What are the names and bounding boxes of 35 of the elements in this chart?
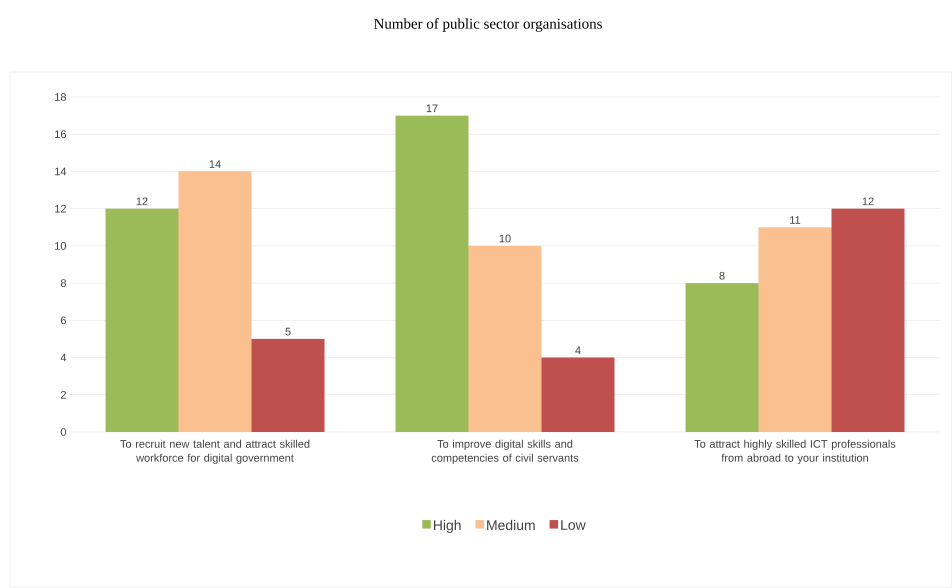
data-label: 12 [862, 197, 874, 206]
y-tick-label: 10 [55, 242, 66, 250]
y-tick-label: 6 [60, 316, 66, 324]
y-tick-label: 8 [60, 279, 66, 287]
y-tick-label: 12 [55, 204, 66, 212]
y-tick-label: 4 [60, 354, 66, 362]
y-tick-label: 14 [55, 168, 66, 176]
bar [178, 171, 252, 432]
chart-title: Number of public sector organisations [374, 18, 602, 32]
legend-label: High [434, 520, 461, 533]
bar [758, 227, 832, 432]
data-label: 12 [136, 197, 148, 206]
y-tick-label: 18 [55, 93, 66, 101]
bar [686, 283, 759, 432]
bar [468, 246, 542, 432]
y-tick-label: 2 [60, 390, 66, 399]
data-label: 17 [426, 104, 438, 112]
data-label: 10 [500, 234, 511, 242]
data-label: 8 [719, 272, 725, 280]
legend-label: Medium [487, 520, 535, 530]
bar [252, 338, 325, 432]
bar [396, 116, 469, 432]
y-tick-label: 0 [60, 428, 66, 436]
x-tick-label: To recruit new talent and attract skilled workforce for digital government [120, 440, 310, 464]
bar [832, 208, 905, 432]
data-label: 4 [575, 346, 581, 354]
x-tick-label: To attract highly skilled ICT professionals from abroad to your institution [694, 440, 896, 464]
data-label: 5 [285, 328, 291, 336]
x-tick-label: To improve digital skills and competencies of civil servants [432, 440, 578, 464]
data-label: 11 [790, 216, 800, 224]
bar [542, 358, 615, 432]
bar [106, 208, 179, 432]
y-tick-label: 16 [55, 130, 66, 138]
legend-label: Low [561, 520, 586, 530]
data-label: 14 [210, 160, 221, 168]
